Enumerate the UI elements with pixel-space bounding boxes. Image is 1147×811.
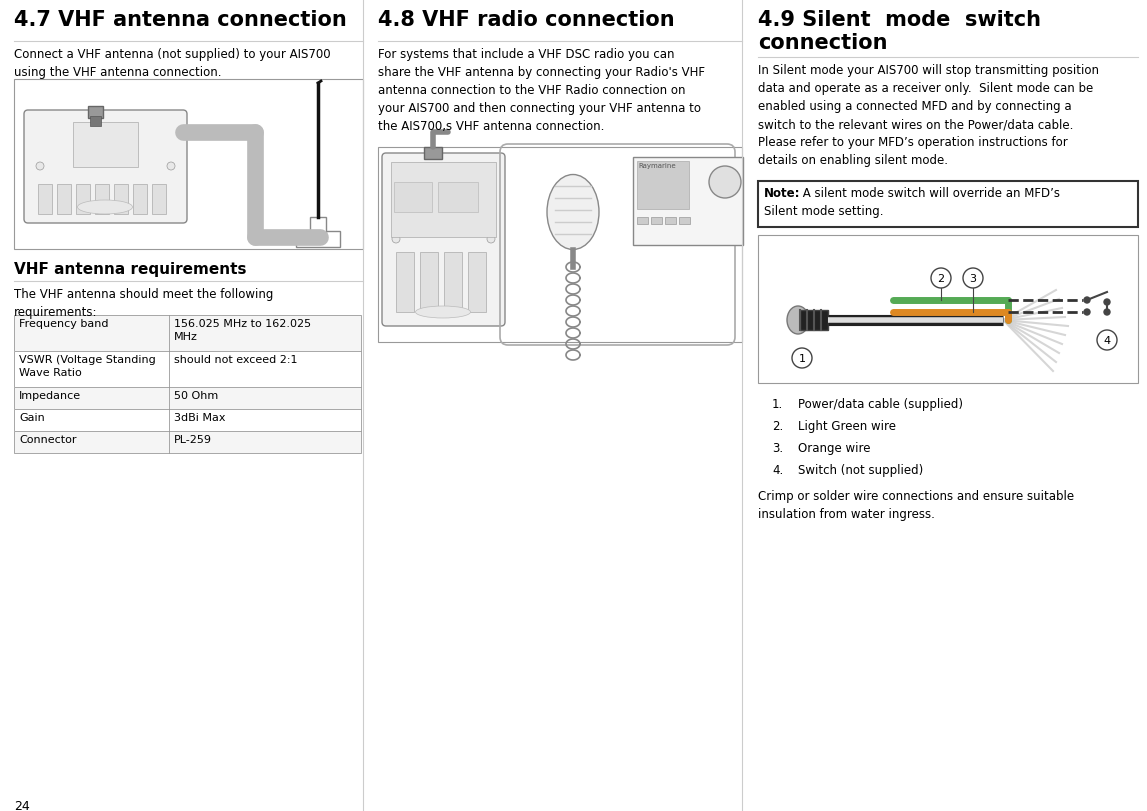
Bar: [665, 217, 676, 225]
Text: Orange wire: Orange wire: [798, 441, 871, 454]
Circle shape: [36, 163, 44, 171]
Text: VHF antenna requirements: VHF antenna requirements: [14, 262, 247, 277]
Text: The VHF antenna should meet the following
requirements:: The VHF antenna should meet the followin…: [14, 288, 273, 319]
Bar: [14, 351, 361, 388]
Text: 1.: 1.: [772, 397, 783, 410]
Bar: [379, 148, 742, 342]
Bar: [14, 315, 361, 351]
Text: 2: 2: [937, 273, 945, 284]
Bar: [396, 253, 414, 312]
Text: 3dBi Max: 3dBi Max: [174, 413, 226, 423]
Bar: [14, 410, 361, 431]
Bar: [637, 162, 689, 210]
Bar: [95, 185, 109, 215]
Circle shape: [487, 236, 496, 243]
Bar: [73, 122, 138, 168]
Circle shape: [709, 167, 741, 199]
Bar: [14, 80, 362, 250]
Circle shape: [1084, 298, 1090, 303]
FancyBboxPatch shape: [24, 111, 187, 224]
Text: should not exceed 2:1: should not exceed 2:1: [174, 354, 297, 365]
Bar: [633, 158, 743, 246]
Bar: [114, 185, 128, 215]
Text: For systems that include a VHF DSC radio you can
share the VHF antenna by connec: For systems that include a VHF DSC radio…: [379, 48, 705, 133]
Bar: [14, 431, 361, 453]
Bar: [651, 217, 662, 225]
Bar: [296, 232, 340, 247]
Circle shape: [963, 268, 983, 289]
Bar: [89, 117, 101, 127]
Text: 4.: 4.: [772, 463, 783, 476]
Text: 1: 1: [798, 354, 805, 363]
Circle shape: [1105, 299, 1110, 306]
Bar: [637, 217, 648, 225]
Circle shape: [931, 268, 951, 289]
Text: Gain: Gain: [19, 413, 45, 423]
Text: 3.: 3.: [772, 441, 783, 454]
FancyBboxPatch shape: [382, 154, 505, 327]
Bar: [14, 388, 361, 410]
Text: Light Green wire: Light Green wire: [798, 419, 896, 432]
Text: Connector: Connector: [19, 435, 77, 444]
Text: 4: 4: [1103, 336, 1110, 345]
Text: Silent mode setting.: Silent mode setting.: [764, 204, 883, 217]
Text: Crimp or solder wire connections and ensure suitable
insulation from water ingre: Crimp or solder wire connections and ens…: [758, 489, 1074, 521]
Bar: [14, 388, 361, 410]
Ellipse shape: [547, 175, 599, 250]
Text: Note:: Note:: [764, 187, 801, 200]
Bar: [424, 148, 442, 160]
Text: 24: 24: [14, 799, 30, 811]
Text: 156.025 MHz to 162.025
MHz: 156.025 MHz to 162.025 MHz: [174, 319, 311, 341]
Circle shape: [392, 236, 400, 243]
Bar: [395, 182, 432, 212]
Text: VSWR (Voltage Standing
Wave Ratio: VSWR (Voltage Standing Wave Ratio: [19, 354, 156, 378]
Bar: [14, 315, 361, 351]
Text: 4.7 VHF antenna connection: 4.7 VHF antenna connection: [14, 10, 346, 30]
Circle shape: [791, 349, 812, 368]
Circle shape: [1097, 331, 1117, 350]
Bar: [799, 311, 828, 331]
Circle shape: [167, 163, 175, 171]
Text: 4.9 Silent  mode  switch
connection: 4.9 Silent mode switch connection: [758, 10, 1041, 54]
Circle shape: [1105, 310, 1110, 315]
Bar: [310, 217, 326, 236]
Text: Connect a VHF antenna (not supplied) to your AIS700
using the VHF antenna connec: Connect a VHF antenna (not supplied) to …: [14, 48, 330, 79]
Text: Frequency band: Frequency band: [19, 319, 109, 328]
Bar: [76, 185, 89, 215]
Bar: [758, 182, 1138, 228]
Bar: [14, 410, 361, 431]
Bar: [57, 185, 71, 215]
Text: PL-259: PL-259: [174, 435, 212, 444]
Bar: [468, 253, 486, 312]
Bar: [38, 185, 52, 215]
Text: Impedance: Impedance: [19, 391, 81, 401]
Bar: [133, 185, 147, 215]
Ellipse shape: [78, 201, 133, 215]
Bar: [153, 185, 166, 215]
Text: 3: 3: [969, 273, 976, 284]
Text: A silent mode switch will override an MFD’s: A silent mode switch will override an MF…: [799, 187, 1060, 200]
Bar: [14, 351, 361, 388]
Text: 2.: 2.: [772, 419, 783, 432]
Text: In Silent mode your AIS700 will stop transmitting position
data and operate as a: In Silent mode your AIS700 will stop tra…: [758, 64, 1099, 167]
Ellipse shape: [415, 307, 470, 319]
Text: Switch (not supplied): Switch (not supplied): [798, 463, 923, 476]
Bar: [88, 107, 103, 119]
Text: 4.8 VHF radio connection: 4.8 VHF radio connection: [379, 10, 674, 30]
Circle shape: [1084, 310, 1090, 315]
Text: Power/data cable (supplied): Power/data cable (supplied): [798, 397, 963, 410]
Text: 50 Ohm: 50 Ohm: [174, 391, 218, 401]
Text: Raymarine: Raymarine: [638, 163, 676, 169]
Ellipse shape: [787, 307, 809, 335]
Bar: [14, 431, 361, 453]
Bar: [679, 217, 690, 225]
Bar: [391, 163, 496, 238]
Bar: [444, 253, 462, 312]
Bar: [438, 182, 478, 212]
Bar: [758, 236, 1138, 384]
Bar: [420, 253, 438, 312]
